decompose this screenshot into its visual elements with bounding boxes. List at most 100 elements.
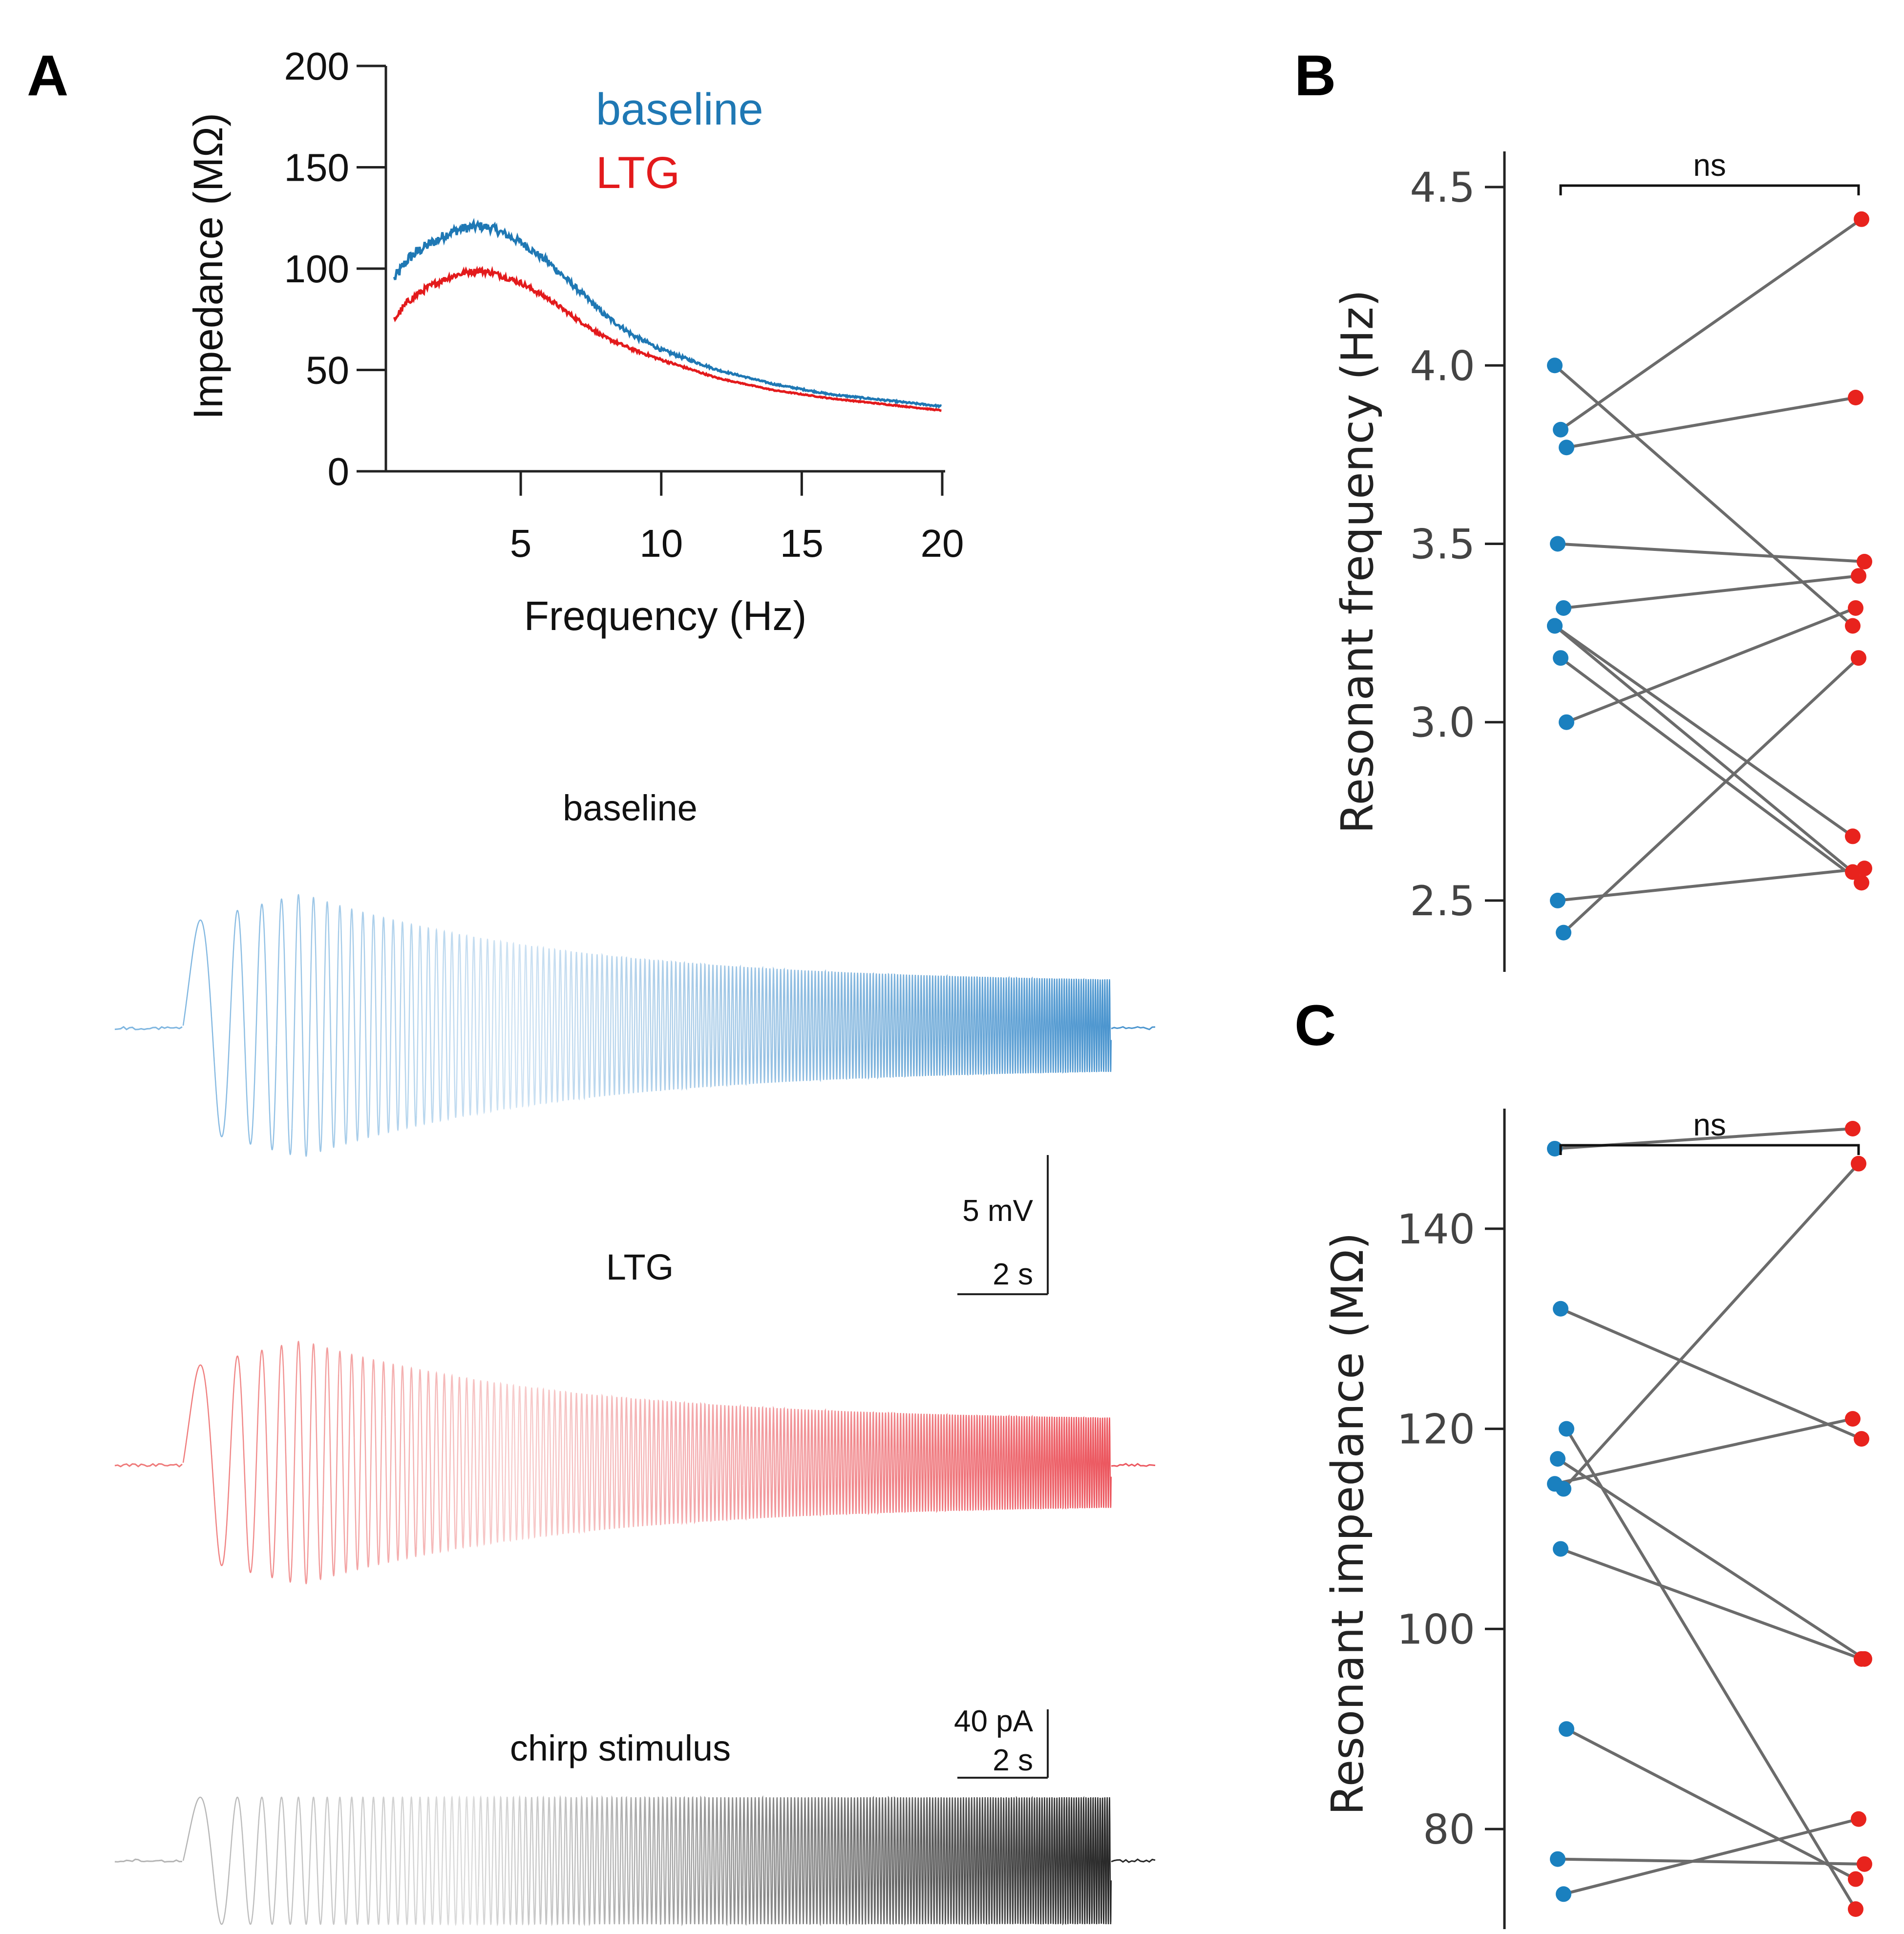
b-pair-line <box>1566 396 1856 449</box>
imp-y-tick-label: 150 <box>284 146 349 189</box>
b-pair-line <box>1563 574 1859 610</box>
trace-segment <box>555 949 572 1103</box>
trace-segment <box>882 1795 899 1925</box>
trace-segment <box>602 1394 619 1530</box>
b-y-tick-label: 3.5 <box>1410 520 1475 568</box>
trace-segment <box>275 1796 293 1925</box>
impedance-chart: 0 50 100 150 200 5 10 15 20 Frequency (Hz) Impe… <box>185 44 964 639</box>
trace-segment <box>991 977 1008 1074</box>
trace-segment <box>431 1371 448 1554</box>
legend-baseline: baseline <box>596 84 763 134</box>
trace-segment <box>804 970 821 1082</box>
trace-segment <box>1006 1414 1023 1510</box>
trace-segment <box>587 953 604 1098</box>
trace-segment <box>446 931 464 1121</box>
trace-segment <box>773 1797 790 1925</box>
trace-segment <box>804 1797 821 1927</box>
scalebar-voltage-x: 2 s <box>993 1258 1033 1291</box>
trace-segment <box>696 1402 713 1522</box>
b-pair-line <box>1562 657 1860 934</box>
b-dot-baseline <box>1550 536 1566 552</box>
trace-tail-segment <box>1111 1463 1156 1467</box>
trace-segment <box>975 976 993 1076</box>
trace-segment <box>758 966 775 1084</box>
trace-segment <box>369 1359 386 1566</box>
trace-segment <box>664 960 681 1090</box>
trace-segment <box>182 922 199 1026</box>
trace-segment <box>416 1796 433 1926</box>
imp-y-tick-label: 0 <box>328 450 350 493</box>
b-pair-line <box>1557 867 1865 902</box>
trace-segment <box>944 1413 961 1513</box>
b-dot-ltg <box>1851 568 1866 584</box>
trace-segment <box>229 1796 246 1879</box>
c-dot-baseline <box>1559 1721 1574 1737</box>
b-dot-ltg <box>1851 650 1866 666</box>
c-dot-ltg <box>1851 1156 1866 1172</box>
trace-segment <box>245 1799 262 1925</box>
resonant-impedance-chart: 80 100 120 140 ns Resonant impedance (MΩ) <box>1322 1107 1872 1929</box>
panel-label-c: C <box>1294 993 1336 1058</box>
trace-segment <box>835 1797 852 1926</box>
significance-bracket-b: ns <box>1559 147 1860 195</box>
b-dot-ltg <box>1848 600 1863 616</box>
trace-segment <box>384 1796 402 1926</box>
c-dot-baseline <box>1550 1451 1566 1467</box>
trace-segment <box>696 962 713 1088</box>
trace-segment <box>384 919 402 1134</box>
trace-segment <box>369 1796 386 1925</box>
trace-segment <box>182 1366 199 1463</box>
trace-segment <box>944 1797 961 1925</box>
trace-segment <box>696 1795 713 1925</box>
trace-segment <box>446 1373 464 1553</box>
trace-segment <box>540 946 557 1105</box>
trace-segment <box>820 969 837 1080</box>
trace-segment <box>493 939 510 1111</box>
imp-x-tick-label: 10 <box>639 522 683 565</box>
trace-segment <box>353 1796 371 1925</box>
trace-segment <box>446 1795 464 1926</box>
trace-ltg <box>114 1340 1156 1585</box>
trace-segment <box>882 1411 899 1513</box>
trace-segment <box>617 1396 635 1529</box>
b-pair-line <box>1554 625 1854 838</box>
trace-segment <box>929 975 946 1076</box>
trace-segment <box>633 1398 650 1527</box>
significance-label-c: ns <box>1693 1107 1726 1142</box>
c-pair-line <box>1562 1162 1860 1490</box>
series-line-ltg <box>393 265 942 412</box>
c-dot-baseline <box>1550 1851 1566 1867</box>
trace-segment <box>1084 1797 1101 1925</box>
trace-segment <box>773 967 790 1083</box>
c-dot-baseline <box>1547 1476 1563 1492</box>
trace-segment <box>820 1797 837 1925</box>
b-pair-line <box>1566 607 1857 724</box>
trace-segment <box>882 972 899 1078</box>
trace-segment <box>975 1414 993 1512</box>
trace-segment <box>742 1797 759 1926</box>
trace-segment <box>400 1365 417 1560</box>
trace-segment <box>1037 1416 1055 1510</box>
significance-label-b: ns <box>1693 147 1726 183</box>
trace-segment <box>897 974 914 1078</box>
b-dot-baseline <box>1559 714 1574 730</box>
trace-segment <box>400 1796 417 1926</box>
trace-segment <box>1100 979 1112 1072</box>
trace-segment <box>711 1404 728 1522</box>
trace-segment <box>260 904 277 1151</box>
trace-segment <box>587 1795 604 1927</box>
imp-x-axis-label: Frequency (Hz) <box>524 593 807 639</box>
trace-segment <box>633 1796 650 1925</box>
c-pair-line <box>1554 1417 1853 1486</box>
trace-segment <box>275 1345 293 1583</box>
trace-segment <box>680 1401 697 1525</box>
c-dot-baseline <box>1553 1541 1568 1557</box>
trace-segment <box>960 1414 977 1512</box>
imp-x-tick-label: 20 <box>921 522 964 565</box>
scalebar-current-y: 40 pA <box>954 1704 1034 1738</box>
trace-segment <box>1100 1797 1112 1925</box>
trace-segment <box>275 898 293 1156</box>
b-dot-baseline <box>1547 618 1563 634</box>
trace-segment <box>1022 1414 1039 1510</box>
trace-segment <box>820 1408 837 1515</box>
